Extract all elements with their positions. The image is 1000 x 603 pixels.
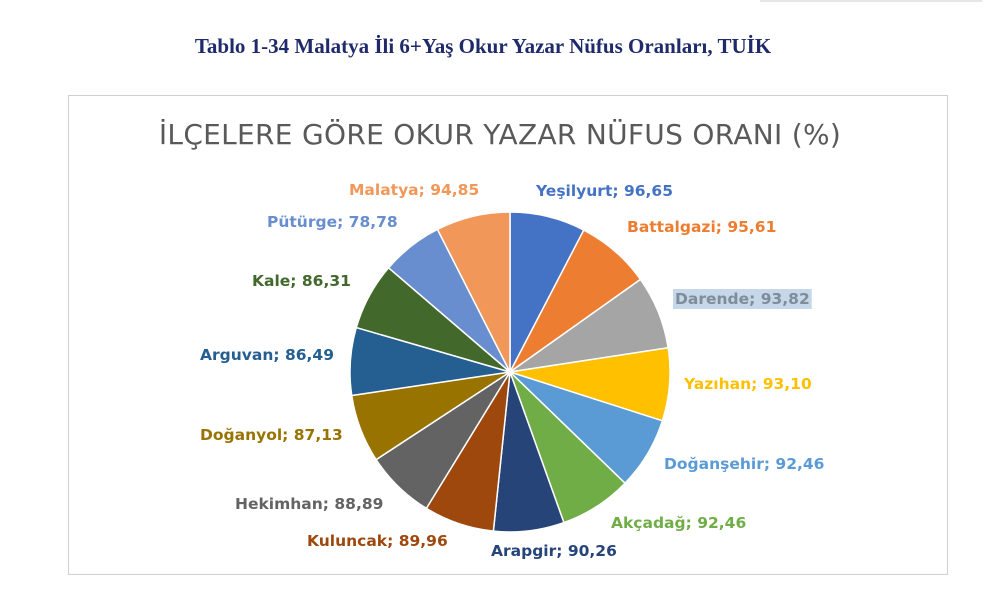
slice-label-pütürge: Pütürge; 78,78 — [267, 213, 398, 231]
slice-label-arapgir: Arapgir; 90,26 — [491, 542, 617, 560]
slice-label-darende: Darende; 93,82 — [675, 290, 810, 308]
slice-label-hekimhan: Hekimhan; 88,89 — [235, 495, 383, 513]
slice-label-doğanşehir: Doğanşehir; 92,46 — [664, 455, 824, 473]
pie-slice-malatya — [436, 211, 511, 373]
table-caption: Tablo 1-34 Malatya İli 6+Yaş Okur Yazar … — [194, 34, 772, 58]
slice-label-yazıhan: Yazıhan; 93,10 — [683, 375, 812, 393]
slice-label-battalgazi: Battalgazi; 95,61 — [627, 218, 776, 236]
slice-label-kale: Kale; 86,31 — [252, 272, 351, 290]
slice-label-kuluncak: Kuluncak; 89,96 — [307, 532, 448, 550]
label-highlight — [673, 289, 812, 309]
slice-label-yeşilyurt: Yeşilyurt; 96,65 — [535, 182, 673, 200]
page-top-rule — [760, 0, 982, 2]
chart-title: İLÇELERE GÖRE OKUR YAZAR NÜFUS ORANI (%) — [158, 118, 842, 151]
slice-label-doğanyol: Doğanyol; 87,13 — [200, 426, 343, 444]
slice-label-akçadağ: Akçadağ; 92,46 — [611, 514, 746, 532]
slice-label-arguvan: Arguvan; 86,49 — [200, 346, 334, 364]
slice-label-malatya: Malatya; 94,85 — [349, 181, 479, 199]
